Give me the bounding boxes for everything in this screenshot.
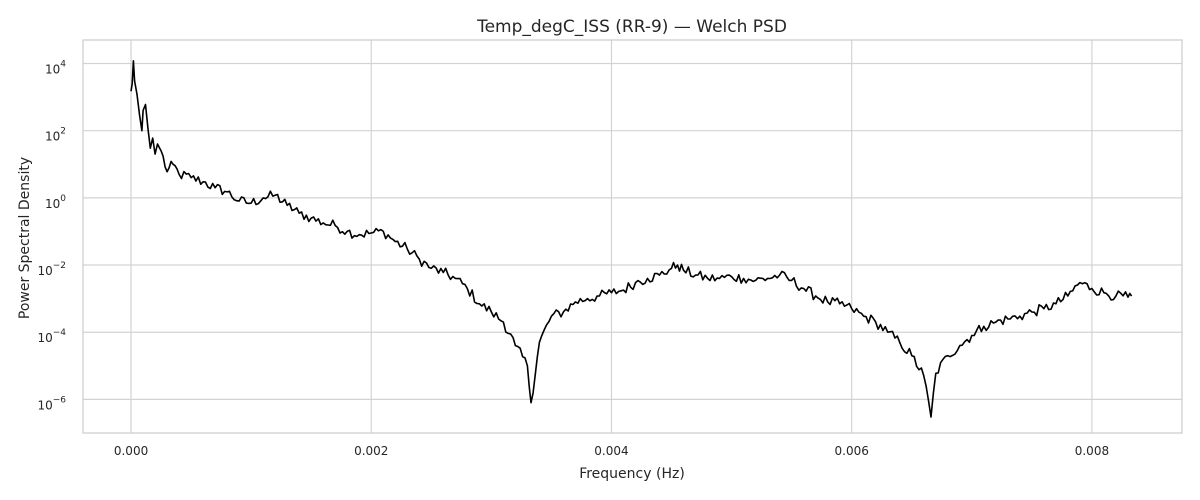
y-tick-label: 102 <box>45 127 66 144</box>
y-tick-base: 10 <box>37 264 52 278</box>
plot-frame <box>82 39 1183 434</box>
x-axis-ticks: 0.000 0.002 0.004 0.006 0.008 <box>114 444 1109 458</box>
x-tick-label: 0.000 <box>114 444 148 458</box>
x-tick-label: 0.008 <box>1075 444 1109 458</box>
y-tick-label: 10−6 <box>37 395 66 412</box>
y-tick-exponent: −2 <box>53 261 66 271</box>
y-tick-label: 10−4 <box>37 328 66 345</box>
y-tick-exponent: 4 <box>60 59 66 69</box>
y-tick-label: 104 <box>45 59 66 76</box>
y-tick-exponent: 2 <box>60 127 66 137</box>
y-tick-base: 10 <box>45 197 60 211</box>
x-tick-label: 0.004 <box>594 444 628 458</box>
grid <box>83 40 1182 433</box>
y-tick-base: 10 <box>45 130 60 144</box>
x-axis-label: Frequency (Hz) <box>579 466 685 482</box>
y-tick-base: 10 <box>37 331 52 345</box>
y-tick-label: 10−2 <box>37 261 66 278</box>
series-layer <box>130 60 1133 418</box>
x-tick-label: 0.006 <box>835 444 869 458</box>
y-tick-base: 10 <box>37 398 52 412</box>
y-tick-exponent: −4 <box>53 328 67 338</box>
y-tick-label: 100 <box>45 194 66 211</box>
y-tick-exponent: −6 <box>53 395 67 405</box>
y-axis-label: Power Spectral Density <box>17 157 33 319</box>
chart-title: Temp_degC_ISS (RR-9) — Welch PSD <box>476 17 787 37</box>
y-tick-base: 10 <box>45 62 60 76</box>
psd-series-line <box>130 60 1133 418</box>
x-tick-label: 0.002 <box>354 444 388 458</box>
y-tick-exponent: 0 <box>60 194 66 204</box>
